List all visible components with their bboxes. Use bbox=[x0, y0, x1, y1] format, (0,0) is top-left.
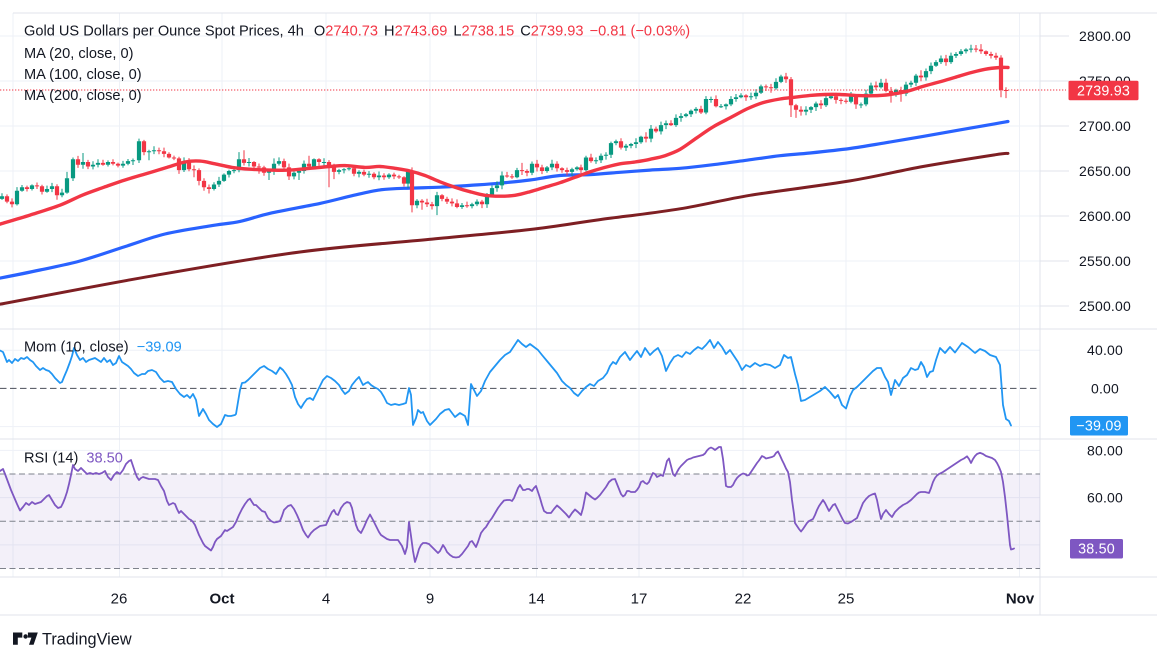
svg-text:2550.00: 2550.00 bbox=[1079, 253, 1131, 269]
svg-text:25: 25 bbox=[838, 591, 855, 608]
svg-text:60.00: 60.00 bbox=[1087, 490, 1123, 506]
svg-text:17: 17 bbox=[631, 591, 648, 608]
svg-text:26: 26 bbox=[111, 591, 128, 608]
svg-text:80.00: 80.00 bbox=[1087, 442, 1123, 458]
svg-text:MA (200, close, 0): MA (200, close, 0) bbox=[24, 88, 142, 104]
svg-text:38.50: 38.50 bbox=[1078, 542, 1115, 558]
svg-text:TradingView: TradingView bbox=[42, 631, 132, 649]
svg-text:2739.93: 2739.93 bbox=[1077, 83, 1130, 99]
svg-text:Nov: Nov bbox=[1006, 591, 1035, 608]
svg-text:MA (100, close, 0): MA (100, close, 0) bbox=[24, 67, 142, 83]
svg-text:4: 4 bbox=[322, 591, 330, 608]
svg-text:22: 22 bbox=[735, 591, 752, 608]
svg-text:RSI (14) 38.50: RSI (14) 38.50 bbox=[24, 451, 123, 467]
svg-text:9: 9 bbox=[426, 591, 434, 608]
svg-text:14: 14 bbox=[528, 591, 545, 608]
svg-text:Gold US Dollars per Ounce Spot: Gold US Dollars per Ounce Spot Prices, 4… bbox=[24, 24, 690, 40]
svg-text:0.00: 0.00 bbox=[1091, 380, 1119, 396]
svg-text:2500.00: 2500.00 bbox=[1079, 298, 1131, 314]
svg-text:2800.00: 2800.00 bbox=[1079, 28, 1131, 44]
svg-text:Oct: Oct bbox=[209, 591, 234, 608]
svg-text:40.00: 40.00 bbox=[1087, 342, 1123, 358]
svg-text:2650.00: 2650.00 bbox=[1079, 163, 1131, 179]
svg-text:−39.09: −39.09 bbox=[1076, 419, 1121, 435]
svg-text:Mom (10, close) −39.09: Mom (10, close) −39.09 bbox=[24, 340, 182, 356]
svg-text:MA (20, close, 0): MA (20, close, 0) bbox=[24, 46, 134, 62]
svg-text:2700.00: 2700.00 bbox=[1079, 118, 1131, 134]
svg-text:2600.00: 2600.00 bbox=[1079, 208, 1131, 224]
